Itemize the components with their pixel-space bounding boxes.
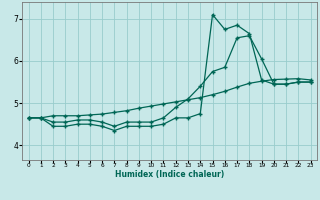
X-axis label: Humidex (Indice chaleur): Humidex (Indice chaleur): [115, 170, 224, 179]
